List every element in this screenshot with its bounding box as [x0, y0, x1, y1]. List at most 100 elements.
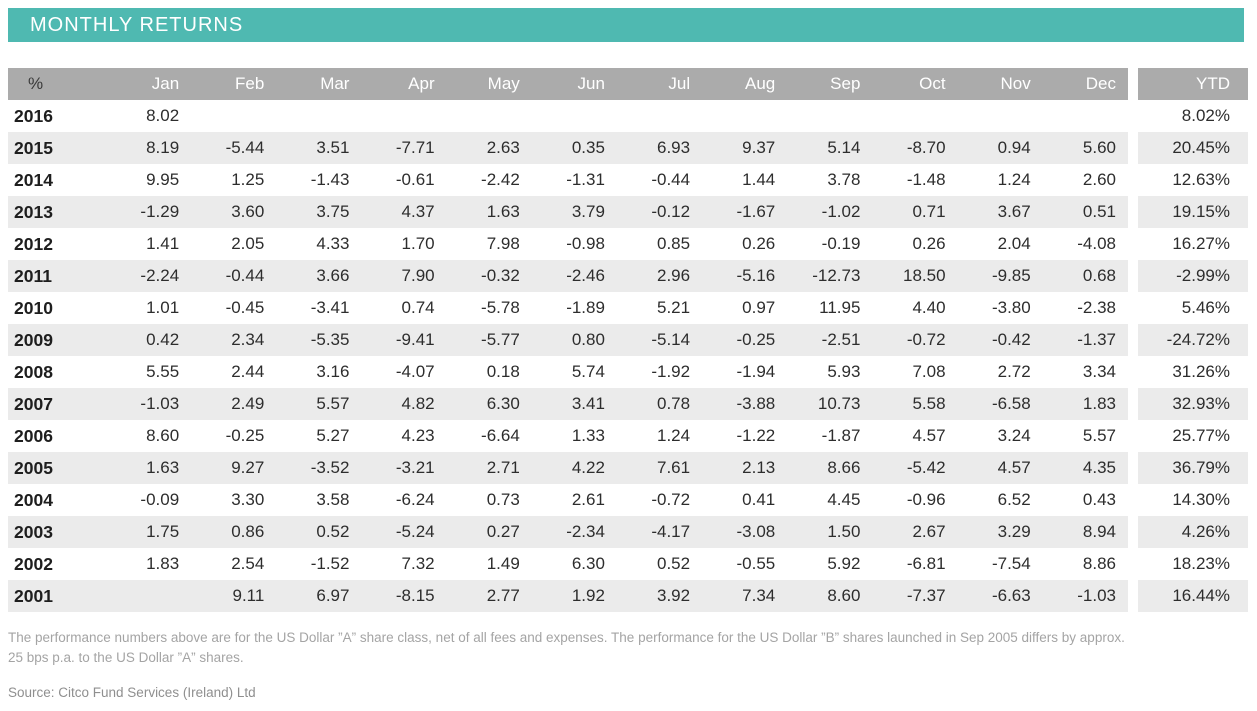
column-header-aug: Aug	[702, 68, 788, 100]
return-cell: 0.26	[702, 228, 788, 260]
return-cell: 2.05	[191, 228, 277, 260]
year-label: 2003	[8, 516, 106, 548]
return-cell: -6.81	[872, 548, 958, 580]
return-cell: -1.03	[1042, 580, 1128, 612]
return-cell: 6.93	[616, 132, 703, 164]
return-cell: 3.75	[276, 196, 362, 228]
return-cell: 1.33	[531, 420, 617, 452]
return-cell: 0.97	[702, 292, 788, 324]
return-cell: -2.51	[787, 324, 873, 356]
column-gap	[1128, 356, 1138, 388]
return-cell: 3.60	[191, 196, 277, 228]
return-cell: 0.42	[106, 324, 192, 356]
year-label: 2007	[8, 388, 106, 420]
table-row-2005: 2005 1.63 9.27 -3.52 -3.21 2.71 4.22 7.61 2.13 8.…	[8, 452, 1248, 484]
footnote-line-1: The performance numbers above are for th…	[8, 630, 1125, 645]
return-cell: 3.92	[616, 580, 703, 612]
column-header-dec: Dec	[1042, 68, 1128, 100]
return-cell: -0.09	[106, 484, 192, 516]
return-cell: 4.57	[872, 420, 958, 452]
return-cell: 1.75	[106, 516, 192, 548]
return-cell: 2.72	[957, 356, 1043, 388]
year-label: 2008	[8, 356, 106, 388]
return-cell: -3.52	[276, 452, 362, 484]
return-cell: 1.25	[191, 164, 277, 196]
return-cell: -0.44	[616, 164, 703, 196]
column-gap	[1128, 196, 1138, 228]
table-body: 2016 8.02 8.02% 2015 8.19 -5.44 3.51 -7.71 2.63 0…	[8, 100, 1248, 612]
return-cell: 1.70	[361, 228, 447, 260]
table-row-2009: 2009 0.42 2.34 -5.35 -9.41 -5.77 0.80 -5.14 -0.2…	[8, 324, 1248, 356]
return-cell: -7.71	[361, 132, 447, 164]
return-cell	[276, 100, 362, 132]
return-cell: 1.63	[106, 452, 192, 484]
column-header-oct: Oct	[872, 68, 958, 100]
return-cell: 7.34	[702, 580, 788, 612]
return-cell: 9.37	[702, 132, 788, 164]
column-gap	[1128, 164, 1138, 196]
table-row-2011: 2011 -2.24 -0.44 3.66 7.90 -0.32 -2.46 2.96 -5.1…	[8, 260, 1248, 292]
return-cell: 7.90	[361, 260, 447, 292]
return-cell: 0.18	[446, 356, 532, 388]
return-cell: 8.60	[106, 420, 192, 452]
return-cell: 1.92	[531, 580, 617, 612]
return-cell: 5.57	[276, 388, 362, 420]
return-cell: -7.37	[872, 580, 958, 612]
column-header-pct: %	[8, 68, 106, 100]
ytd-cell: 36.79%	[1138, 452, 1248, 484]
year-label: 2001	[8, 580, 106, 612]
column-header-jan: Jan	[106, 68, 192, 100]
table-row-2004: 2004 -0.09 3.30 3.58 -6.24 0.73 2.61 -0.72 0.41 4…	[8, 484, 1248, 516]
return-cell: 3.29	[957, 516, 1043, 548]
return-cell: -9.85	[957, 260, 1043, 292]
return-cell: -1.03	[106, 388, 192, 420]
return-cell: -0.42	[957, 324, 1043, 356]
section-title-bar: MONTHLY RETURNS	[8, 8, 1244, 42]
return-cell	[872, 100, 958, 132]
return-cell: 3.51	[276, 132, 362, 164]
return-cell: 2.60	[1042, 164, 1128, 196]
return-cell	[616, 100, 703, 132]
ytd-cell: 32.93%	[1138, 388, 1248, 420]
return-cell: -3.80	[957, 292, 1043, 324]
return-cell: -2.42	[446, 164, 532, 196]
return-cell: 3.24	[957, 420, 1043, 452]
ytd-cell: 18.23%	[1138, 548, 1248, 580]
return-cell: -5.78	[446, 292, 532, 324]
table-row-2016: 2016 8.02 8.02%	[8, 100, 1248, 132]
return-cell: 3.41	[531, 388, 617, 420]
ytd-cell: 12.63%	[1138, 164, 1248, 196]
return-cell: -1.29	[106, 196, 192, 228]
return-cell: -1.87	[787, 420, 873, 452]
return-cell: 0.43	[1042, 484, 1128, 516]
return-cell: -0.44	[191, 260, 277, 292]
return-cell: 5.57	[1042, 420, 1128, 452]
return-cell: 3.67	[957, 196, 1043, 228]
return-cell: -3.88	[702, 388, 788, 420]
table-row-2014: 2014 9.95 1.25 -1.43 -0.61 -2.42 -1.31 -0.44 1.4…	[8, 164, 1248, 196]
return-cell: -0.96	[872, 484, 958, 516]
table-row-2013: 2013 -1.29 3.60 3.75 4.37 1.63 3.79 -0.12 -1.67-…	[8, 196, 1248, 228]
return-cell: 8.19	[106, 132, 192, 164]
table-row-2008: 2008 5.55 2.44 3.16 -4.07 0.18 5.74 -1.92 -1.94 5…	[8, 356, 1248, 388]
return-cell: 0.74	[361, 292, 447, 324]
table-row-2006: 2006 8.60 -0.25 5.27 4.23 -6.64 1.33 1.24 -1.22-…	[8, 420, 1248, 452]
year-label: 2015	[8, 132, 106, 164]
return-cell: 2.67	[872, 516, 958, 548]
return-cell: -8.70	[872, 132, 958, 164]
column-header-ytd: YTD	[1138, 68, 1248, 100]
return-cell: -3.21	[361, 452, 447, 484]
return-cell	[787, 100, 873, 132]
return-cell: 3.16	[276, 356, 362, 388]
return-cell: -1.43	[276, 164, 362, 196]
column-header-jun: Jun	[531, 68, 617, 100]
table-row-2015: 2015 8.19 -5.44 3.51 -7.71 2.63 0.35 6.93 9.37 5.…	[8, 132, 1248, 164]
ytd-cell: -2.99%	[1138, 260, 1248, 292]
return-cell: 0.26	[872, 228, 958, 260]
column-header-apr: Apr	[361, 68, 447, 100]
return-cell: 8.60	[787, 580, 873, 612]
return-cell: 2.61	[531, 484, 617, 516]
column-header-jul: Jul	[616, 68, 703, 100]
return-cell: 3.66	[276, 260, 362, 292]
ytd-cell: 16.44%	[1138, 580, 1248, 612]
